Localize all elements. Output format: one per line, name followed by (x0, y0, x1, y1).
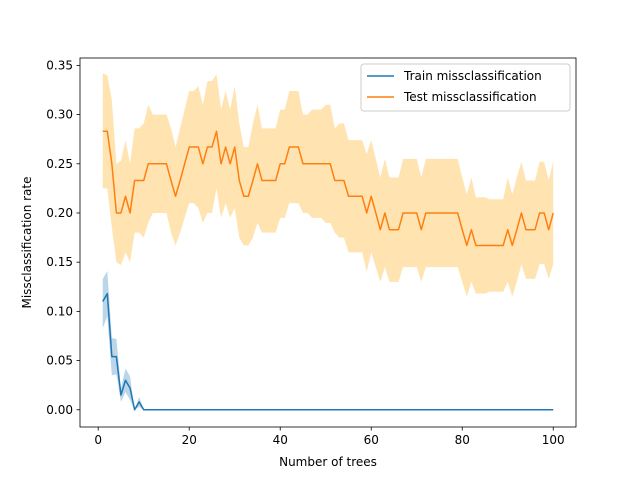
legend-label-train: Train missclassification (403, 69, 542, 83)
confidence-bands (102, 73, 554, 410)
y-tick-label: 0.35 (46, 58, 73, 72)
legend: Train missclassification Test missclassi… (360, 63, 571, 112)
line-train (102, 292, 554, 411)
x-tick-label: 20 (182, 433, 197, 447)
y-tick-label: 0.25 (46, 157, 73, 171)
legend-box (360, 63, 571, 112)
plot-area-frame (79, 57, 577, 428)
x-tick-label: 0 (94, 433, 102, 447)
y-axis-ticks: 0.00 0.05 0.10 0.15 0.20 0.25 0.30 0.35 (46, 58, 80, 417)
x-tick-label: 80 (455, 433, 470, 447)
band-test (102, 73, 554, 297)
y-tick-label: 0.30 (46, 108, 73, 122)
y-tick-label: 0.05 (46, 354, 73, 368)
y-tick-label: 0.10 (46, 304, 73, 318)
legend-label-test: Test missclassification (403, 90, 537, 104)
x-axis-label: Number of trees (279, 455, 377, 469)
x-tick-label: 40 (273, 433, 288, 447)
y-axis-label: Missclassification rate (20, 177, 34, 309)
line-test (102, 130, 554, 247)
x-tick-label: 100 (542, 433, 565, 447)
y-tick-label: 0.00 (46, 403, 73, 417)
y-tick-label: 0.15 (46, 255, 73, 269)
y-tick-label: 0.20 (46, 206, 73, 220)
series-lines (102, 130, 554, 411)
x-tick-label: 60 (364, 433, 379, 447)
x-axis-ticks: 0 20 40 60 80 100 (94, 427, 565, 447)
